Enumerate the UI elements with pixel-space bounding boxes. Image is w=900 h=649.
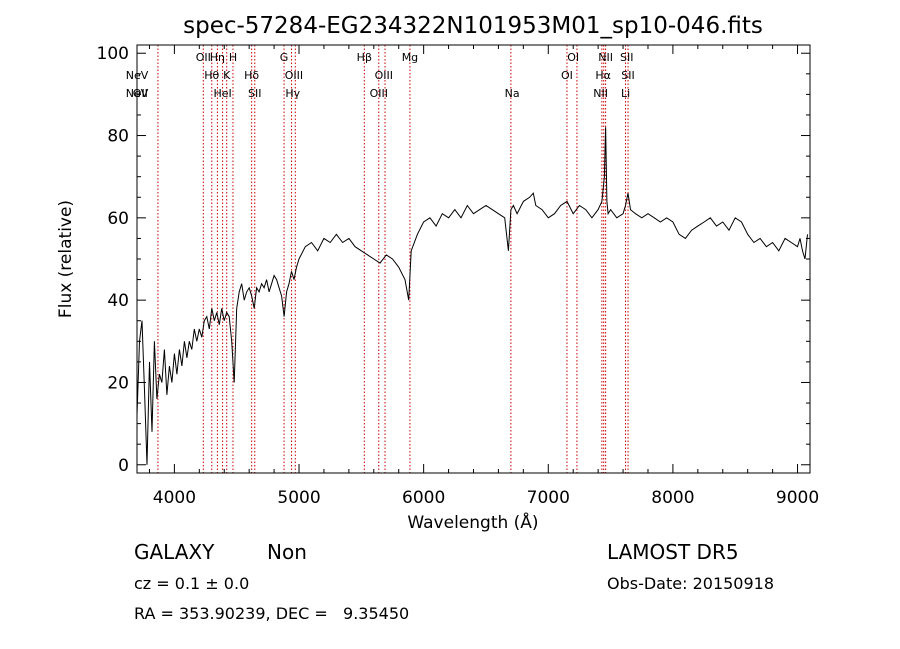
line-label: Hδ	[244, 69, 259, 82]
object-class: GALAXY	[134, 540, 215, 564]
y-tick-label: 20	[107, 373, 129, 393]
line-label: SII	[248, 87, 261, 100]
line-label: NII	[593, 87, 608, 100]
line-label-group: NeVNeVOIIOIIHθHηHeIKHHδSIIGOIIIHγHβOIIIO…	[126, 51, 635, 100]
line-label: Na	[505, 87, 520, 100]
line-label: Li	[621, 87, 630, 100]
line-label: OII	[196, 51, 211, 64]
x-tick-label: 9000	[776, 488, 819, 508]
line-label: OI	[561, 69, 573, 82]
x-tick-label: 7000	[527, 488, 570, 508]
y-tick-label: 60	[107, 209, 129, 229]
line-label: K	[223, 69, 231, 82]
x-tick-label: 5000	[277, 488, 320, 508]
line-label: G	[280, 51, 289, 64]
line-label: H	[229, 51, 237, 64]
line-label: SII	[621, 69, 634, 82]
line-label: OIII	[375, 69, 393, 82]
line-label: Hη	[210, 51, 225, 64]
y-tick-label: 40	[107, 291, 129, 311]
y-tick-label: 80	[107, 127, 129, 147]
chart-title: spec-57284-EG234322N101953M01_sp10-046.f…	[183, 13, 763, 39]
line-label: OIII	[285, 69, 303, 82]
y-tick-label: 100	[97, 44, 129, 64]
line-label: OI	[567, 51, 579, 64]
line-label: OII	[133, 87, 148, 100]
line-label: Hγ	[285, 87, 300, 100]
x-tick-label: 8000	[651, 488, 694, 508]
line-label: HeI	[213, 87, 231, 100]
object-subclass: Non	[267, 540, 307, 564]
y-tick-label: 0	[118, 456, 129, 476]
y-axis: 0 20 40 60 80 100	[97, 44, 810, 476]
line-label: Hα	[595, 69, 611, 82]
line-marker-group	[157, 45, 629, 473]
sky-coordinates: RA = 353.90239, DEC = 9.35450	[134, 604, 410, 623]
x-axis: 4000 5000 6000 7000 8000 9000	[148, 45, 819, 508]
observation-date: Obs-Date: 20150918	[607, 574, 775, 593]
line-label: Hθ	[204, 69, 219, 82]
spectrum-line	[136, 127, 808, 465]
line-label: Hβ	[357, 51, 372, 64]
plot-frame	[136, 44, 811, 474]
line-label: SII	[620, 51, 633, 64]
y-axis-label: Flux (relative)	[56, 200, 76, 318]
line-label: OIII	[370, 87, 388, 100]
redshift-value: cz = 0.1 ± 0.0	[134, 574, 250, 593]
line-label: Mg	[402, 51, 418, 64]
survey-name: LAMOST DR5	[607, 540, 739, 564]
x-axis-label: Wavelength (Å)	[407, 511, 538, 533]
line-label: NII	[598, 51, 613, 64]
x-tick-label: 6000	[402, 488, 445, 508]
x-tick-label: 4000	[153, 488, 196, 508]
